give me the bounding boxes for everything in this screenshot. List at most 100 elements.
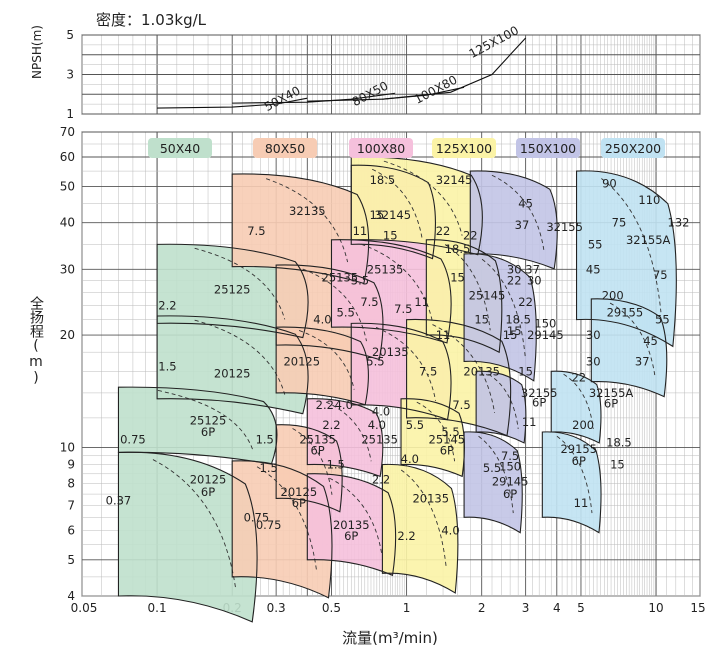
zone-label: 7.5 [452, 398, 470, 412]
head-y-tick-label: 7 [67, 498, 75, 512]
zone-label: 110 [638, 193, 660, 207]
zone-label: 6P [292, 496, 306, 510]
zone-label: 15 [610, 458, 625, 472]
npsh-axis-title: NPSH(m) [30, 25, 44, 79]
zone-label: 6P [201, 425, 215, 439]
zone-label: 29145 [527, 328, 564, 342]
zone-label: 1.5 [256, 433, 274, 447]
zone-label: 4.0 [401, 452, 419, 466]
zone-label: 150 [499, 459, 521, 473]
head-x-tick-label: 1 [403, 601, 411, 615]
zone-label: 32145 [374, 208, 411, 222]
head-x-tick-label: 0.1 [148, 601, 167, 615]
zone-label: 6P [503, 487, 517, 501]
zone-label: 55 [655, 313, 670, 327]
head-y-tick-label: 50 [60, 180, 75, 194]
zone-label: 4.0 [335, 398, 353, 412]
head-y-tick-label: 20 [60, 328, 75, 342]
zone-label: 15 [518, 364, 533, 378]
zone-label: 0.37 [106, 494, 132, 508]
zone-label: 5.5 [406, 418, 424, 432]
zone-label: 200 [602, 289, 624, 303]
zone-label: 11 [522, 415, 537, 429]
zone-label: 20125 [214, 366, 251, 380]
zone-label: 6P [572, 454, 586, 468]
zone-label: 30 [527, 274, 542, 288]
zone-label: 22 [436, 224, 451, 238]
zone-label: 6P [532, 395, 546, 409]
legend-label: 125X100 [436, 141, 492, 156]
zone-label: 30 [586, 354, 601, 368]
legend-label: 150X100 [520, 141, 576, 156]
zone-label: 7.5 [247, 224, 265, 238]
head-x-tick-label: 3 [522, 601, 530, 615]
zone-label: 32155 [546, 220, 583, 234]
legend-label: 100X80 [357, 141, 405, 156]
npsh-tick-label: 3 [66, 68, 74, 82]
npsh-grid: 1 3 5 [66, 28, 700, 121]
density-subtitle: 密度：1.03kg/L [96, 11, 207, 29]
zone-label: 37 [515, 218, 530, 232]
zone-label: 20135 [412, 491, 449, 505]
zone-label: 90 [602, 176, 617, 190]
head-x-tick-label: 2 [478, 601, 486, 615]
zone-label: 6P [201, 485, 215, 499]
head-y-tick-label: 70 [60, 125, 75, 139]
zone-label: 11 [574, 496, 589, 510]
zone-label: 55 [588, 237, 603, 251]
zone-label: 6P [344, 529, 358, 543]
head-y-tick-label: 5 [67, 553, 75, 567]
zone-label: 22 [507, 274, 522, 288]
npsh-tick-label: 1 [66, 107, 74, 121]
zone-label: 30 [586, 328, 601, 342]
zone-label: 7.5 [419, 364, 437, 378]
zone-label: 0.75 [120, 433, 146, 447]
head-x-tick-label: 5 [577, 601, 585, 615]
npsh-tick-label: 5 [66, 28, 74, 42]
zone-label: 75 [653, 268, 668, 282]
zone-label: 11 [436, 328, 451, 342]
zone-label: 25145 [469, 289, 506, 303]
zone-label: 20125 [283, 354, 320, 368]
head-x-tick-label: 10 [648, 601, 663, 615]
zone-label: 18.5 [445, 242, 471, 256]
head-y-tick-label: 9 [67, 458, 75, 472]
head-y-tick-label: 6 [67, 523, 75, 537]
zone-label: 45 [586, 262, 601, 276]
zone-label: 32145 [436, 173, 473, 187]
head-x-tick-label: 4 [553, 601, 561, 615]
zone-label: 22 [518, 295, 533, 309]
head-x-tick-label: 0.05 [71, 601, 98, 615]
zone-label: 1.5 [327, 458, 345, 472]
zone-label: 2.2 [372, 473, 390, 487]
zone-label: 15 [507, 324, 522, 338]
zone-label: 15 [474, 313, 489, 327]
zone-label: 132 [668, 216, 690, 230]
zone-label: 11 [353, 224, 368, 238]
zone-label: 29155 [607, 305, 644, 319]
zone-label: 7.5 [394, 302, 412, 316]
zone-label: 18.5 [370, 173, 396, 187]
head-y-tick-label: 60 [60, 150, 75, 164]
zone-label: 7.5 [360, 295, 378, 309]
zone-label: 45 [518, 197, 533, 211]
zone-label: 11 [414, 295, 429, 309]
zone-label: 1.5 [158, 359, 176, 373]
zone-label: 32155A [626, 233, 671, 247]
flow-axis-title: 流量(m³/min) [342, 629, 438, 647]
zone-label: 1.5 [260, 461, 278, 475]
zone-label: 5.5 [337, 305, 355, 319]
zone-label: 75 [612, 216, 627, 230]
head-y-tick-label: 8 [67, 477, 75, 491]
zone-label: 6P [604, 397, 618, 411]
zone-label: 6P [440, 444, 454, 458]
zone-label: 2.2 [158, 299, 176, 313]
zone-label: 2.2 [322, 418, 340, 432]
legend-label: 250X200 [605, 141, 661, 156]
head-axis-title: 全扬程(m) [28, 295, 44, 386]
zone-label: 20135 [372, 345, 409, 359]
zone-label: 0.75 [256, 518, 282, 532]
zone-label: 25135 [367, 262, 404, 276]
head-y-tick-label: 10 [60, 440, 75, 454]
head-y-tick-label: 40 [60, 216, 75, 230]
